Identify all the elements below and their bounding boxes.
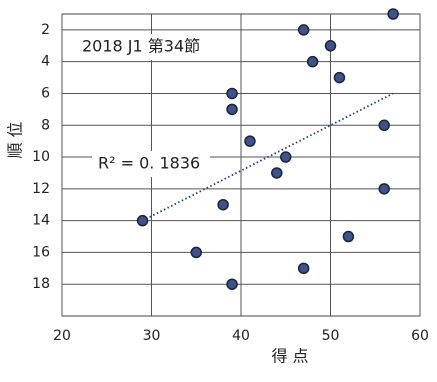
trendline [142,92,394,222]
y-tick-label: 14 [32,213,50,229]
y-tick-label: 18 [32,276,50,292]
y-tick-label: 2 [41,22,50,38]
point [378,183,390,195]
point [297,262,310,275]
point [333,71,346,84]
y-tick-label: 8 [41,117,50,133]
point [136,214,149,227]
y-tick-label: 6 [41,85,50,101]
title-bg [76,34,228,60]
y-tick-label: 12 [32,181,50,197]
point [342,230,355,243]
x-tick-label: 50 [322,328,340,344]
x-tick-label: 40 [232,328,250,344]
annotation-bg [92,151,210,177]
point [226,278,238,290]
annotation: R² = 0. 1836 [98,154,200,173]
point [378,119,390,132]
point [217,198,229,211]
point [297,24,310,36]
x-axis-label: 得 点 [271,347,308,366]
point [244,135,256,147]
point [226,87,238,100]
x-tick-label: 60 [411,328,429,344]
point [387,8,399,20]
point [190,246,202,259]
x-tick-label: 20 [53,328,71,344]
y-tick-label: 4 [41,54,50,70]
point [324,40,337,52]
y-tick-label: 10 [32,149,50,165]
y-tick-label: 16 [32,244,50,260]
point [226,103,238,116]
chart-title: 2018 J1 第34節 [82,37,200,56]
point [280,151,292,163]
point [306,55,319,68]
y-axis-label: 順 位 [6,121,25,158]
point [271,167,283,179]
x-tick-label: 30 [143,328,161,344]
